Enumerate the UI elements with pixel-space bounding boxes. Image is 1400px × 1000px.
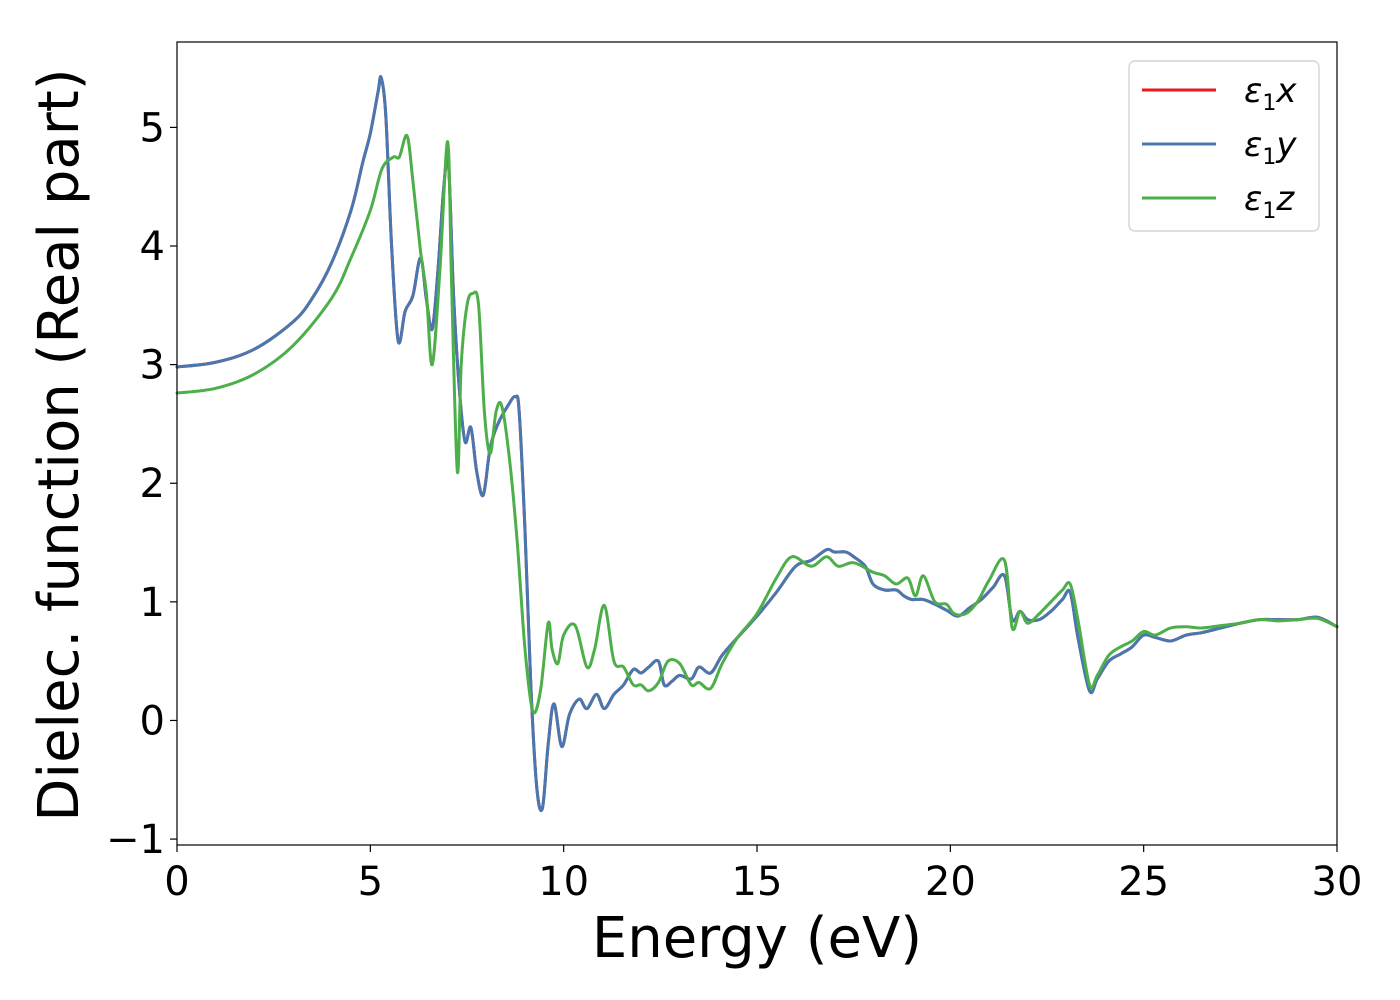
legend-label-1: ε1x xyxy=(1244,71,1297,116)
legend-label-3: ε1z xyxy=(1244,179,1295,224)
x-tick-label: 15 xyxy=(732,859,783,905)
x-tick-label: 0 xyxy=(164,859,189,905)
y-tick-label: 2 xyxy=(140,461,165,507)
x-tick-label: 30 xyxy=(1312,859,1363,905)
y-axis: −1 0 1 2 3 4 5 xyxy=(106,105,177,863)
series-layer xyxy=(175,75,1339,813)
legend: ε1x ε1y ε1z xyxy=(1128,60,1320,232)
legend-box xyxy=(1128,60,1320,232)
y-tick-label: 1 xyxy=(140,580,165,626)
x-tick-label: 10 xyxy=(538,859,589,905)
x-tick-label: 20 xyxy=(925,859,976,905)
y-tick-label: −1 xyxy=(106,817,165,863)
y-tick-label: 4 xyxy=(140,224,165,270)
series-line-3 xyxy=(175,133,1339,715)
y-tick-label: 5 xyxy=(140,105,165,151)
x-axis-title: Energy (eV) xyxy=(592,906,922,971)
legend-label-2: ε1y xyxy=(1244,125,1297,170)
y-tick-label: 3 xyxy=(140,343,165,389)
x-tick-label: 25 xyxy=(1118,859,1169,905)
y-axis-title: Dielec. function (Real part) xyxy=(27,68,92,821)
y-tick-label: 0 xyxy=(140,698,165,744)
x-axis: 0 5 10 15 20 25 30 xyxy=(164,845,1362,905)
x-tick-label: 5 xyxy=(358,859,383,905)
